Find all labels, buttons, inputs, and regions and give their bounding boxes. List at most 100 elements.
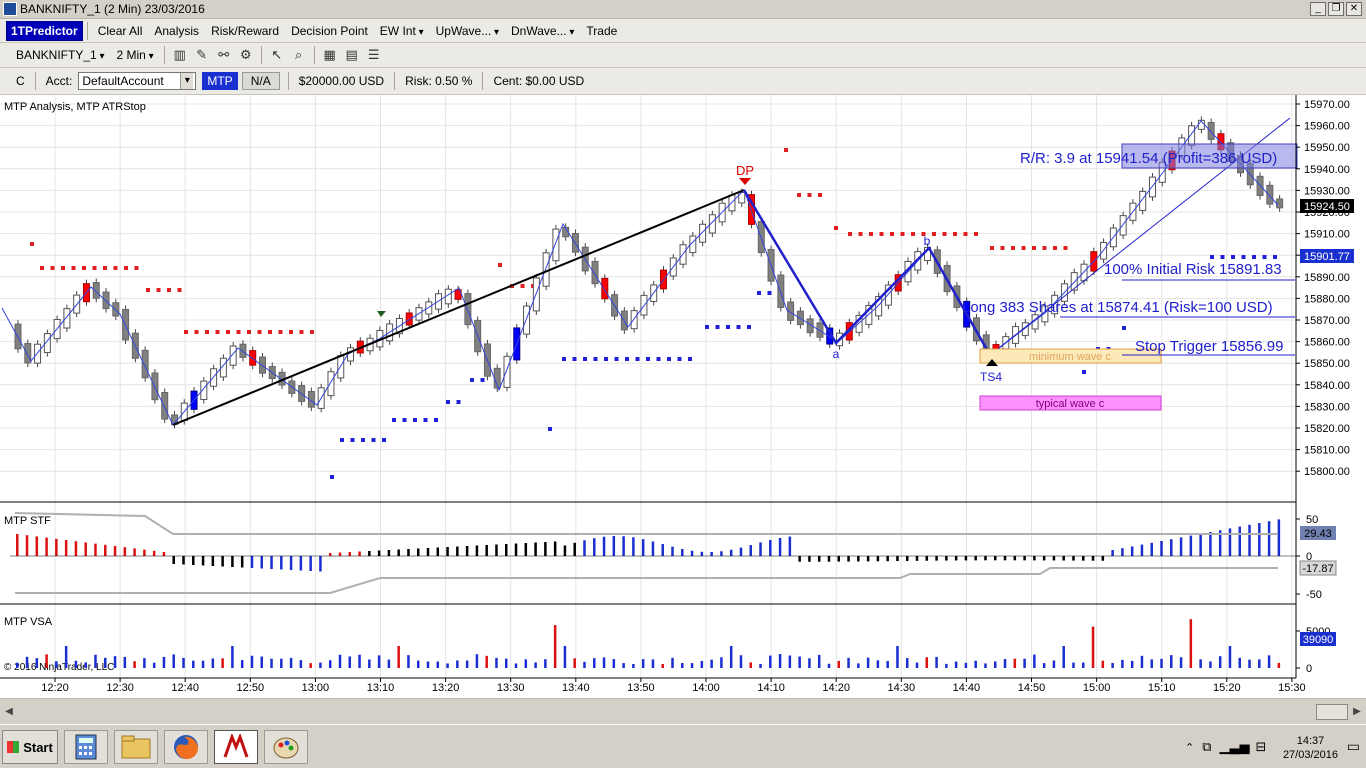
start-button[interactable]: Start <box>2 730 58 764</box>
stf-bar <box>465 546 469 556</box>
c-button[interactable]: C <box>16 74 25 88</box>
chart-area[interactable]: minimum wave c typical wave c R/R: 3.9 a… <box>0 95 1366 698</box>
atr-stop-dot <box>50 266 55 270</box>
ts4-label: TS4 <box>980 370 1002 384</box>
pointer-icon[interactable]: ↖ <box>271 47 283 62</box>
network-icon[interactable]: ⊟ <box>1255 739 1267 754</box>
strategy-icon[interactable]: ⚙ <box>239 47 252 62</box>
zoom-icon[interactable]: ⌕ <box>295 47 303 62</box>
volume-bar <box>817 654 821 668</box>
volume-bar <box>221 658 224 668</box>
volume-bar <box>602 657 606 668</box>
atr-stop-dot <box>757 291 761 295</box>
minimum-wave-c-label: minimum wave c <box>1029 351 1111 363</box>
volume-bar <box>534 662 537 668</box>
scroll-thumb[interactable] <box>1316 704 1348 720</box>
stf-bar <box>1013 556 1017 561</box>
stf-bar <box>798 556 801 562</box>
clock[interactable]: 14:37 27/03/2016 <box>1282 735 1338 761</box>
instrument-selector[interactable]: BANKNIFTY_1 <box>10 48 111 62</box>
stf-bar <box>485 545 488 556</box>
properties-icon[interactable]: ☰ <box>367 47 380 62</box>
price-tick: 15850.00 <box>1304 358 1350 370</box>
volume-bar <box>720 657 723 668</box>
explorer-app[interactable] <box>114 730 158 764</box>
candle <box>347 347 355 362</box>
time-tick: 12:40 <box>171 682 199 694</box>
atr-stop-dot <box>1021 246 1026 250</box>
close-button[interactable]: ✕ <box>1346 2 1362 16</box>
volume-bar <box>84 662 87 668</box>
na-button[interactable]: N/A <box>241 72 280 90</box>
atr-stop-dot <box>350 438 355 442</box>
chart-properties-icon[interactable]: ▦ <box>323 47 336 62</box>
atr-stop-dot <box>572 357 577 361</box>
menu-decision-point[interactable]: Decision Point <box>291 23 368 38</box>
stf-bar <box>1228 528 1232 556</box>
stf-bar <box>94 543 97 556</box>
calculator-icon <box>75 734 97 760</box>
stf-bar <box>446 547 449 556</box>
volume-bar <box>426 661 430 668</box>
candle <box>787 301 795 321</box>
price-tick: 15830.00 <box>1304 401 1350 413</box>
menu-ew-int[interactable]: EW Int <box>374 24 430 38</box>
atr-stop-dot <box>61 266 65 270</box>
pencil-icon[interactable]: ✎ <box>196 47 208 62</box>
volume-bar <box>514 663 518 668</box>
time-tick: 14:50 <box>1018 682 1046 694</box>
volume-bar <box>319 662 322 668</box>
account-select[interactable]: DefaultAccount <box>78 72 197 90</box>
brand-button[interactable]: 1TPredictor <box>6 20 83 41</box>
stf-bar <box>1091 556 1095 561</box>
ninjatrader-app[interactable] <box>214 730 258 764</box>
account-bar: C Acct: DefaultAccount MTP N/A $20000.00… <box>0 68 1366 95</box>
menu-trade[interactable]: Trade <box>586 23 618 38</box>
stf-bar <box>1121 548 1124 556</box>
atr-stop-dot <box>82 266 86 270</box>
stf-low-tag <box>1299 560 1337 576</box>
restore-button[interactable]: ❐ <box>1328 2 1344 16</box>
indicator-icon[interactable]: ⚯ <box>218 47 230 62</box>
stf-bar <box>358 551 361 556</box>
firefox-app[interactable] <box>164 730 208 764</box>
stf-bar <box>74 541 78 556</box>
mtp-button[interactable]: MTP <box>202 72 238 90</box>
tray-expand-icon[interactable]: ⌃ <box>1185 741 1195 754</box>
marker-price-tag <box>1300 249 1354 263</box>
minimize-button[interactable]: _ <box>1310 2 1326 16</box>
scroll-right-icon[interactable]: ▶ <box>1353 706 1361 717</box>
interval-selector[interactable]: 2 Min <box>111 48 160 62</box>
system-tray: ⌃ ⧉ ▁▃▅ ⊟ 14:37 27/03/2016 ▭ <box>1181 728 1366 766</box>
stf-tick: -50 <box>1306 589 1322 601</box>
bar-type-icon[interactable]: ▥ <box>173 47 186 62</box>
volume-bar <box>1209 661 1212 668</box>
calculator-app[interactable] <box>64 730 108 764</box>
atr-stop-dot <box>953 232 957 236</box>
horizontal-scrollbar[interactable]: ◀ ▶ <box>0 698 1366 724</box>
paint-app[interactable] <box>264 730 308 764</box>
volume-bar <box>407 655 410 668</box>
menu-analysis[interactable]: Analysis <box>154 23 200 38</box>
stf-bar <box>896 556 899 562</box>
stf-bar <box>387 550 391 556</box>
stf-bar <box>221 556 224 567</box>
stf-bar <box>778 537 782 556</box>
scroll-left-icon[interactable]: ◀ <box>5 706 13 717</box>
atr-stop-dot <box>340 438 344 442</box>
menu-clear-all[interactable]: Clear All <box>97 23 143 38</box>
atr-stop-dot <box>330 475 334 479</box>
volume-bar <box>231 646 234 668</box>
menu-risk-reward[interactable]: Risk/Reward <box>211 23 280 38</box>
atr-stop-dot <box>1063 246 1068 250</box>
data-box-icon[interactable]: ▤ <box>345 47 358 62</box>
tray-app-icon[interactable]: ⧉ <box>1202 739 1212 754</box>
volume-bar <box>289 657 293 668</box>
signal-icon[interactable]: ▁▃▅ <box>1219 739 1250 754</box>
atr-stop-dot <box>635 357 640 361</box>
action-center-icon[interactable]: ▭ <box>1346 738 1360 754</box>
candle <box>884 284 892 306</box>
atr-stop-dot <box>656 357 661 361</box>
menu-dnwave[interactable]: DnWave... <box>505 24 580 38</box>
menu-upwave[interactable]: UpWave... <box>430 24 505 38</box>
